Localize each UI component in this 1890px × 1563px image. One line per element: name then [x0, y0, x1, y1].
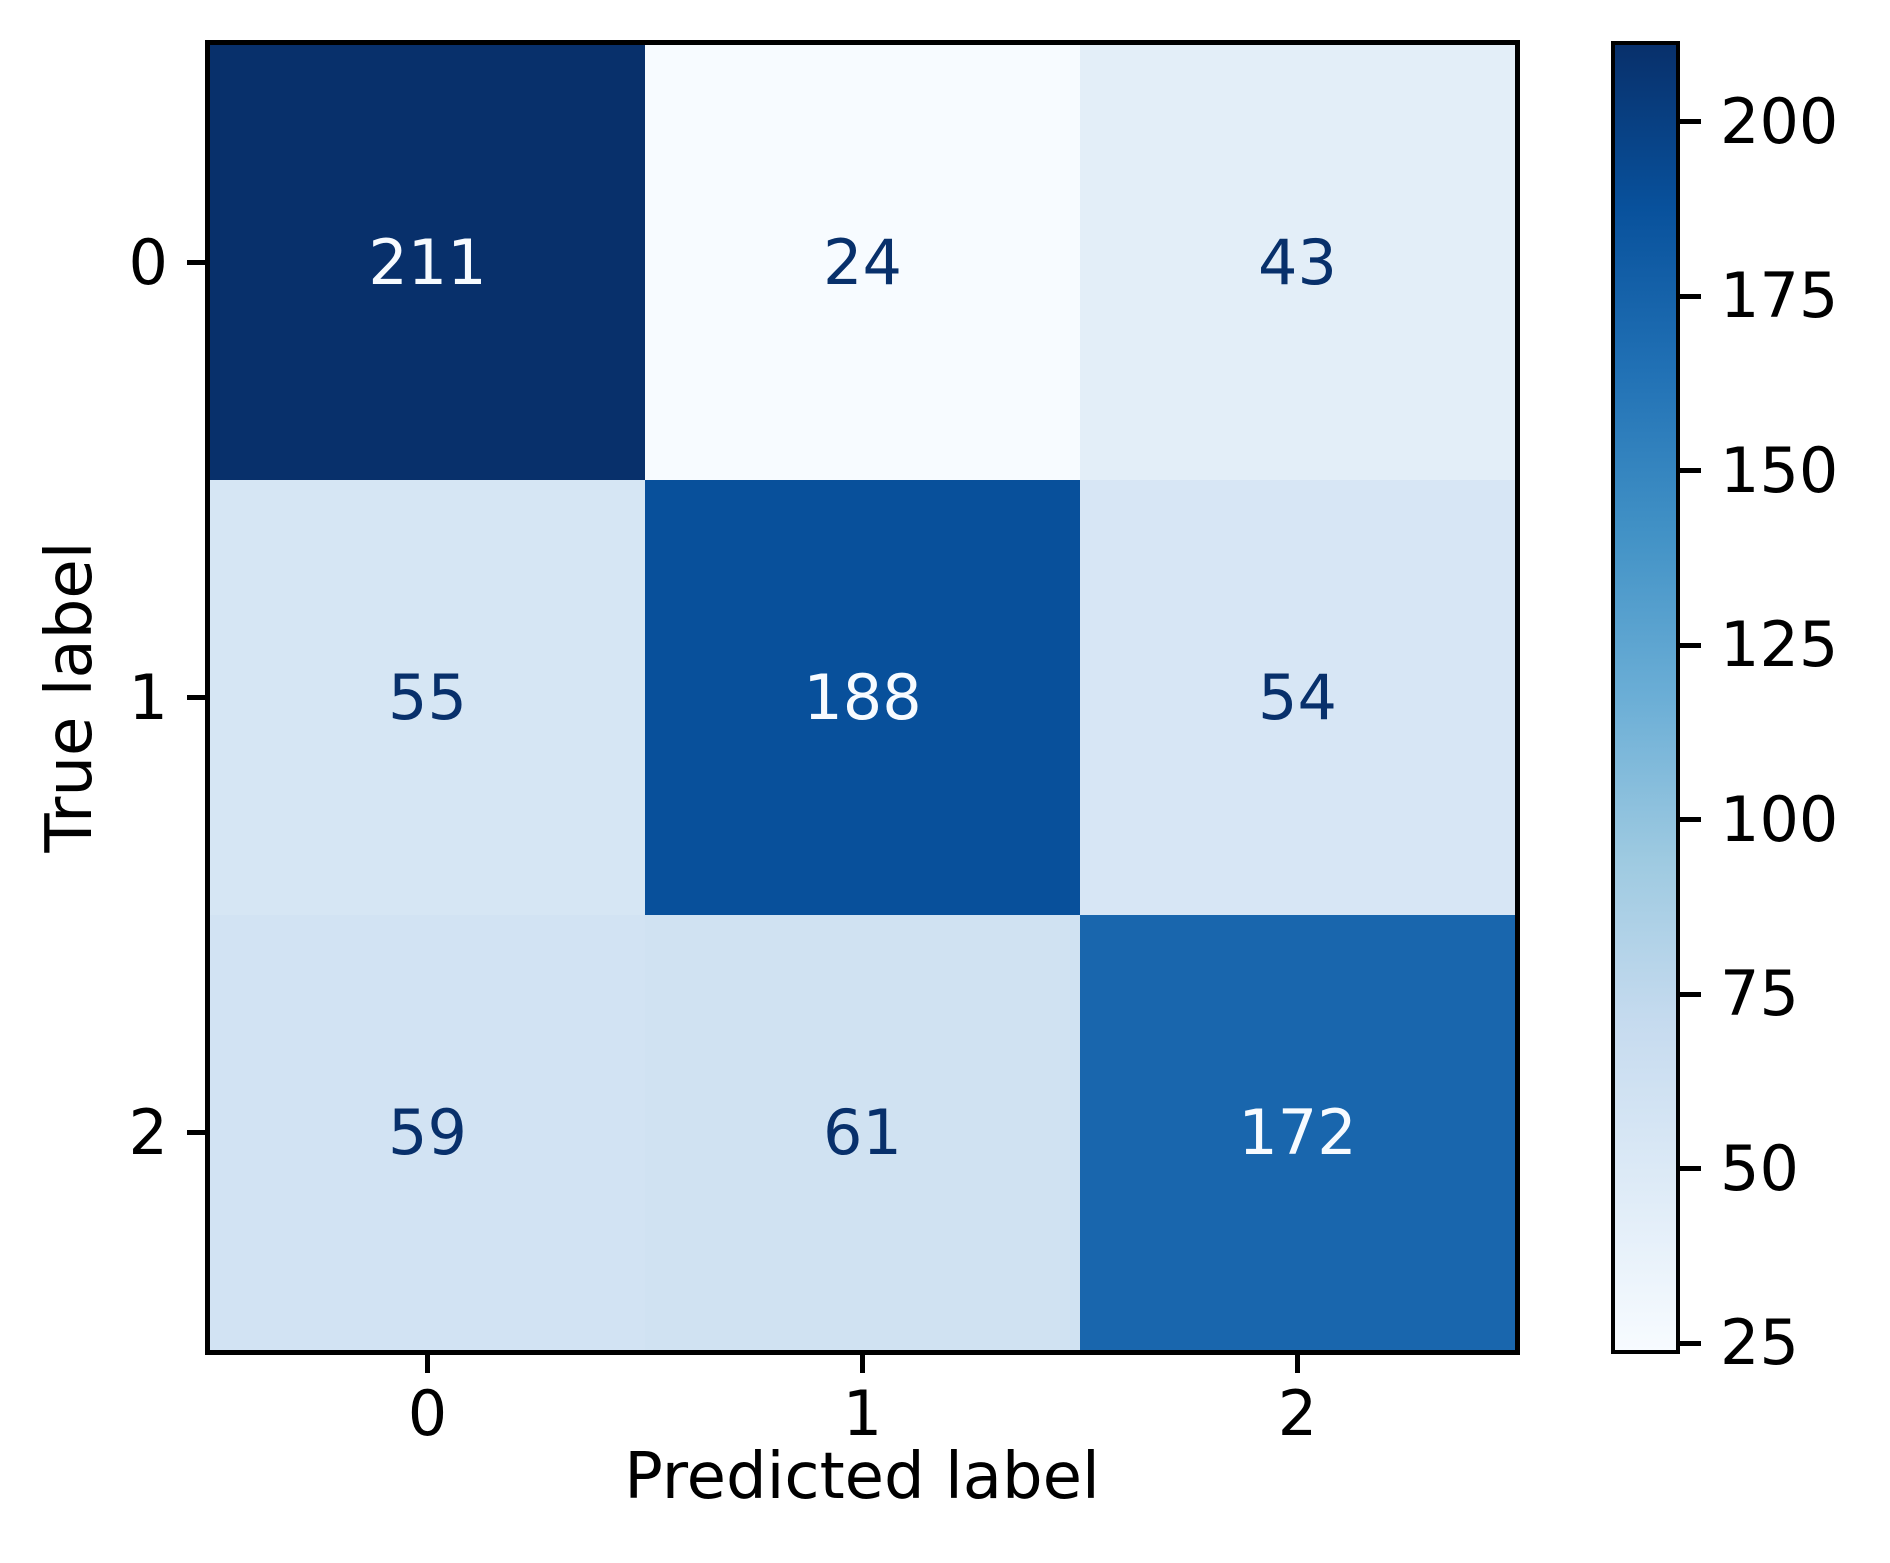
- x-axis-label: Predicted label: [624, 1440, 1100, 1514]
- matrix-cell-r0c0: 211: [210, 45, 645, 480]
- colorbar-gradient: [1611, 41, 1680, 1354]
- colorbar-tick-mark: [1680, 1340, 1701, 1346]
- colorbar-tick-label: 125: [1720, 608, 1839, 682]
- colorbar-tick-mark: [1680, 468, 1701, 474]
- y-tick-label: 1: [128, 660, 168, 734]
- colorbar-tick-label: 25: [1720, 1305, 1799, 1379]
- x-tick-label: 2: [1277, 1376, 1318, 1450]
- y-tick-mark: [187, 260, 205, 265]
- matrix-cell-r0c1: 24: [645, 45, 1080, 480]
- colorbar-tick-mark: [1680, 817, 1701, 823]
- colorbar-tick-mark: [1680, 119, 1701, 125]
- colorbar-tick-label: 175: [1720, 259, 1839, 333]
- colorbar-tick-mark: [1680, 1166, 1701, 1172]
- colorbar-tick-label: 200: [1720, 84, 1839, 158]
- colorbar-tick-mark: [1680, 991, 1701, 997]
- cell-value: 172: [1238, 1095, 1357, 1169]
- y-tick-label: 0: [128, 225, 168, 299]
- colorbar-tick-label: 75: [1720, 956, 1799, 1030]
- y-tick-label: 2: [128, 1095, 168, 1169]
- colorbar-tick-mark: [1680, 642, 1701, 648]
- x-tick-mark: [860, 1355, 865, 1373]
- x-tick-mark: [425, 1355, 430, 1373]
- colorbar-tick-label: 50: [1720, 1131, 1799, 1205]
- matrix-cell-r1c0: 55: [210, 480, 645, 915]
- cell-value: 59: [388, 1095, 467, 1169]
- matrix-cell-r2c1: 61: [645, 915, 1080, 1350]
- matrix-cell-r0c2: 43: [1080, 45, 1515, 480]
- cell-value: 211: [368, 225, 487, 299]
- y-tick-mark: [187, 1130, 205, 1135]
- x-tick-mark: [1295, 1355, 1300, 1373]
- colorbar-tick-label: 150: [1720, 433, 1839, 507]
- colorbar-tick-label: 100: [1720, 782, 1839, 856]
- cell-value: 43: [1258, 225, 1337, 299]
- matrix-cell-r2c0: 59: [210, 915, 645, 1350]
- heatmap-plot-area: 211 24 43 55 188 54 59 61 172: [205, 40, 1520, 1355]
- cell-value: 61: [823, 1095, 902, 1169]
- colorbar-tick-mark: [1680, 293, 1701, 299]
- matrix-cell-r1c2: 54: [1080, 480, 1515, 915]
- matrix-cell-r2c2: 172: [1080, 915, 1515, 1350]
- cell-value: 188: [803, 660, 922, 734]
- cell-value: 54: [1258, 660, 1337, 734]
- cell-value: 24: [823, 225, 902, 299]
- cell-value: 55: [388, 660, 467, 734]
- y-tick-mark: [187, 695, 205, 700]
- x-tick-label: 0: [407, 1376, 448, 1450]
- matrix-cell-r1c1: 188: [645, 480, 1080, 915]
- x-tick-label: 1: [842, 1376, 883, 1450]
